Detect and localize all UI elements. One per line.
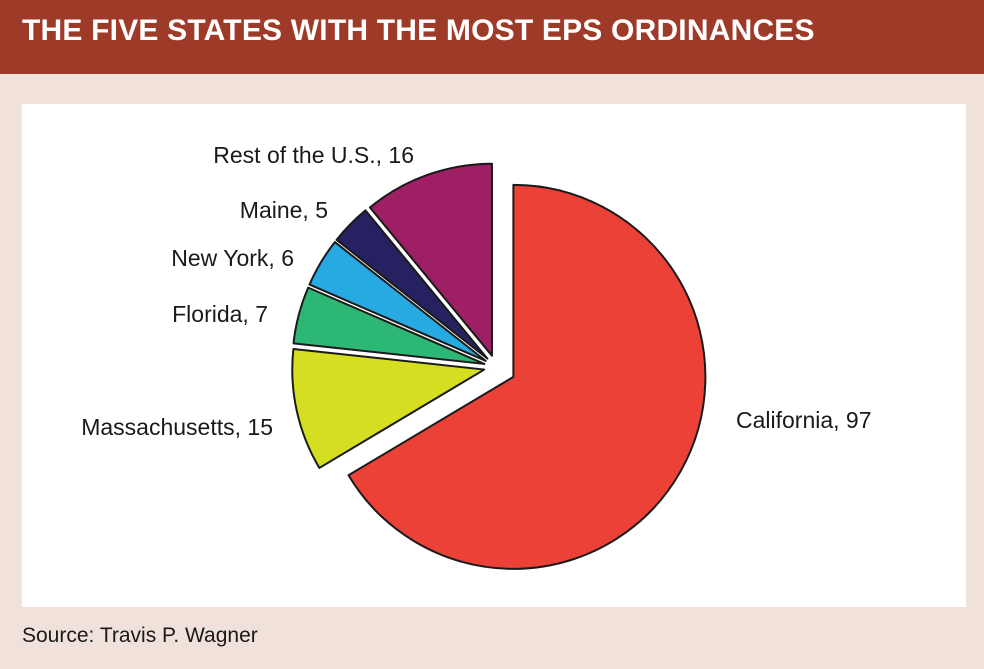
pie-chart: California, 97 Massachusetts, 15 Florida, … bbox=[81, 142, 872, 570]
pie-slice-maine bbox=[335, 209, 489, 360]
slice-label-rest-of-the-u-s: Rest of the U.S., 16 bbox=[213, 142, 414, 168]
pie-slice-new-york bbox=[308, 241, 487, 362]
slice-label-new-york: New York, 6 bbox=[171, 245, 294, 271]
slice-label-massachusetts: Massachusetts, 15 bbox=[81, 414, 273, 440]
source-note: Source: Travis P. Wagner bbox=[22, 624, 258, 647]
pie-slice-rest-of-the-u-s bbox=[368, 162, 493, 357]
slice-label-maine: Maine, 5 bbox=[240, 197, 328, 223]
chart-header: THE FIVE STATES WITH THE MOST EPS ORDINA… bbox=[0, 0, 984, 74]
pie-slice-massachusetts bbox=[291, 347, 486, 469]
pie-slice-california bbox=[347, 183, 707, 570]
slice-label-florida: Florida, 7 bbox=[172, 301, 268, 327]
pie-slice-florida bbox=[292, 286, 486, 365]
chart-title: THE FIVE STATES WITH THE MOST EPS ORDINA… bbox=[22, 14, 815, 47]
slice-label-california: California, 97 bbox=[736, 407, 872, 433]
chart-panel: California, 97 Massachusetts, 15 Florida, … bbox=[22, 104, 966, 607]
